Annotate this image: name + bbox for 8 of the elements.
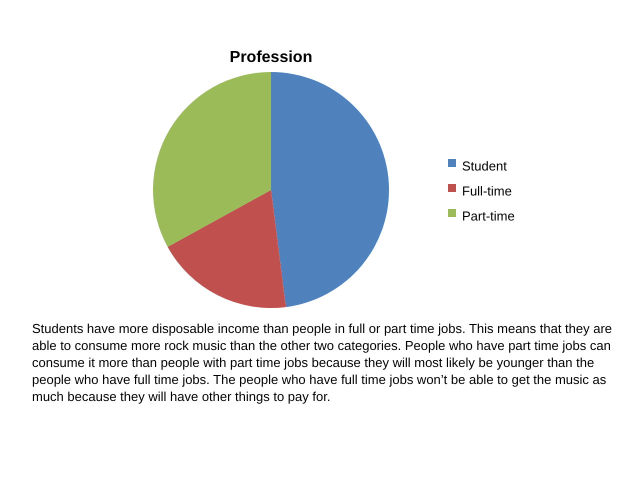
text: Students have more disposable income than people in full or part time jobs. This means that they are able to consume more rock music than the other two categories. People who have part time jobs can consume it more than people with part time jobs because they will most likely be younger than the people who have full time jobs. The people who have full time jobs won’t be able to get the music as much because they will have other things to pay for. — [32, 320, 614, 405]
pie-slice — [271, 72, 389, 308]
legend-label: Full-time — [462, 183, 512, 198]
legend-label: Part-time — [462, 208, 515, 224]
pie-slice — [153, 72, 271, 247]
legend-label: Student — [462, 158, 508, 174]
pie-slice — [168, 190, 286, 308]
chart-title: Profession — [230, 49, 312, 66]
